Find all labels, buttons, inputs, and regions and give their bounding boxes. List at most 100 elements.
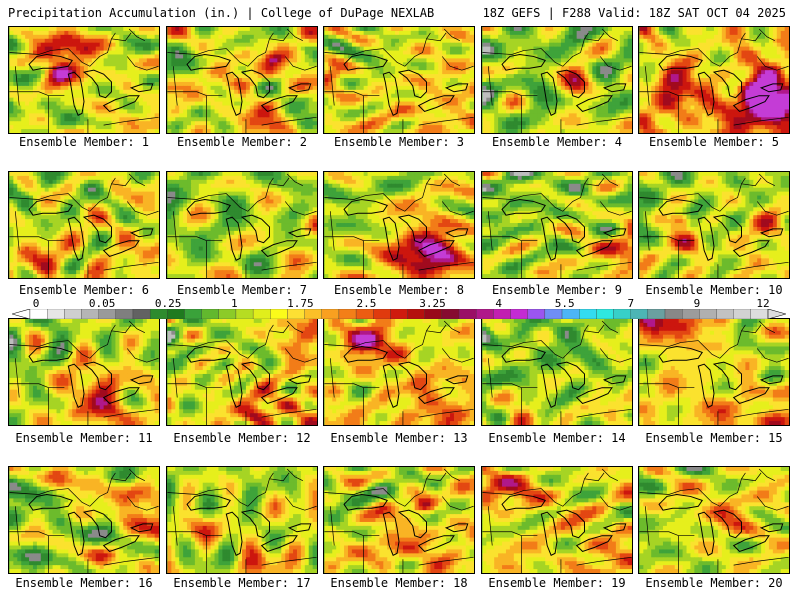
precipitation-field — [482, 27, 632, 133]
state-border — [487, 506, 493, 546]
great-lake-outline — [28, 53, 73, 71]
state-border — [482, 32, 589, 67]
great-lake-outline — [575, 535, 613, 552]
ensemble-map-panel — [638, 171, 790, 279]
state-border — [443, 28, 461, 42]
great-lake-outline — [602, 228, 627, 238]
precipitation-field — [9, 319, 159, 425]
great-lake-outline — [555, 69, 585, 99]
state-border — [584, 32, 605, 42]
precipitation-map — [9, 172, 159, 278]
ensemble-member-caption: Ensemble Member: 17 — [163, 576, 321, 590]
state-border — [441, 56, 474, 71]
state-border — [487, 211, 493, 251]
state-border — [644, 506, 650, 546]
state-border — [284, 56, 317, 71]
great-lake-outline — [575, 240, 613, 257]
scale-tick-label: 0.05 — [89, 297, 116, 310]
model-run-label: 18Z GEFS | F288 Valid: 18Z SAT OCT 04 20… — [483, 6, 786, 20]
precipitation-field — [167, 27, 317, 133]
state-border — [167, 383, 223, 389]
precipitation-map — [167, 172, 317, 278]
precipitation-map — [167, 27, 317, 133]
scale-color-bin — [493, 309, 511, 319]
great-lake-outline — [260, 535, 298, 552]
great-lake-outline — [540, 216, 558, 262]
state-border — [128, 468, 146, 482]
great-lake-outline — [397, 69, 427, 99]
great-lake-outline — [658, 493, 703, 511]
scale-color-bin — [321, 309, 340, 319]
ensemble-member-caption: Ensemble Member: 10 — [635, 283, 793, 297]
ensemble-member-caption: Ensemble Member: 7 — [163, 283, 321, 297]
precipitation-map — [639, 467, 789, 573]
scale-color-bin — [664, 309, 683, 319]
scale-color-bin — [682, 309, 700, 319]
state-border — [482, 531, 538, 537]
great-lake-outline — [712, 214, 742, 244]
ensemble-map-panel — [323, 26, 475, 134]
scale-color-bin — [355, 309, 374, 319]
state-border — [286, 468, 304, 482]
great-lake-outline — [712, 509, 742, 539]
scale-color-bin — [596, 309, 614, 319]
state-border — [639, 383, 695, 389]
state-border — [576, 556, 632, 566]
state-border — [599, 496, 632, 511]
state-border — [14, 506, 20, 546]
precipitation-field — [167, 319, 317, 425]
ensemble-map-panel — [8, 466, 160, 574]
great-lake-outline — [759, 523, 784, 533]
great-lake-outline — [287, 523, 312, 533]
scale-min-arrow — [12, 309, 31, 319]
precipitation-map — [324, 319, 474, 425]
precipitation-map — [167, 467, 317, 573]
ensemble-member-caption: Ensemble Member: 1 — [5, 135, 163, 149]
state-border — [741, 472, 762, 482]
ensemble-map-panel — [323, 171, 475, 279]
great-lake-outline — [260, 95, 298, 112]
state-border — [329, 358, 335, 398]
state-border — [487, 358, 493, 398]
state-border — [733, 116, 789, 126]
great-lake-outline — [444, 375, 469, 385]
great-lake-outline — [732, 95, 770, 112]
state-border — [324, 324, 431, 359]
precipitation-map — [324, 172, 474, 278]
great-lake-outline — [712, 69, 742, 99]
ensemble-member-caption: Ensemble Member: 15 — [635, 431, 793, 445]
great-lake-outline — [417, 387, 455, 404]
state-border — [584, 472, 605, 482]
precipitation-field — [482, 467, 632, 573]
state-border — [103, 408, 159, 418]
precipitation-field — [9, 27, 159, 133]
state-border — [639, 236, 695, 242]
state-border — [443, 320, 461, 334]
state-border — [426, 324, 447, 334]
scale-color-bin — [476, 309, 494, 319]
state-border — [756, 496, 789, 511]
great-lake-outline — [82, 509, 112, 539]
state-border — [103, 556, 159, 566]
state-border — [758, 28, 776, 42]
state-border — [601, 320, 619, 334]
state-border — [482, 472, 589, 507]
scale-color-bin — [716, 309, 734, 319]
great-lake-outline — [555, 214, 585, 244]
state-border — [584, 177, 605, 187]
precipitation-field — [639, 319, 789, 425]
scale-color-bin — [699, 309, 717, 319]
state-border — [482, 236, 538, 242]
scale-color-bin — [579, 309, 597, 319]
state-border — [111, 324, 132, 334]
great-lake-outline — [129, 228, 154, 238]
state-border — [741, 177, 762, 187]
state-border — [601, 468, 619, 482]
great-lake-outline — [555, 361, 585, 391]
state-border — [14, 211, 20, 251]
ensemble-map-panel — [481, 26, 633, 134]
state-border — [14, 66, 20, 106]
great-lake-outline — [129, 375, 154, 385]
state-border — [599, 348, 632, 363]
ensemble-map-panel — [8, 26, 160, 134]
